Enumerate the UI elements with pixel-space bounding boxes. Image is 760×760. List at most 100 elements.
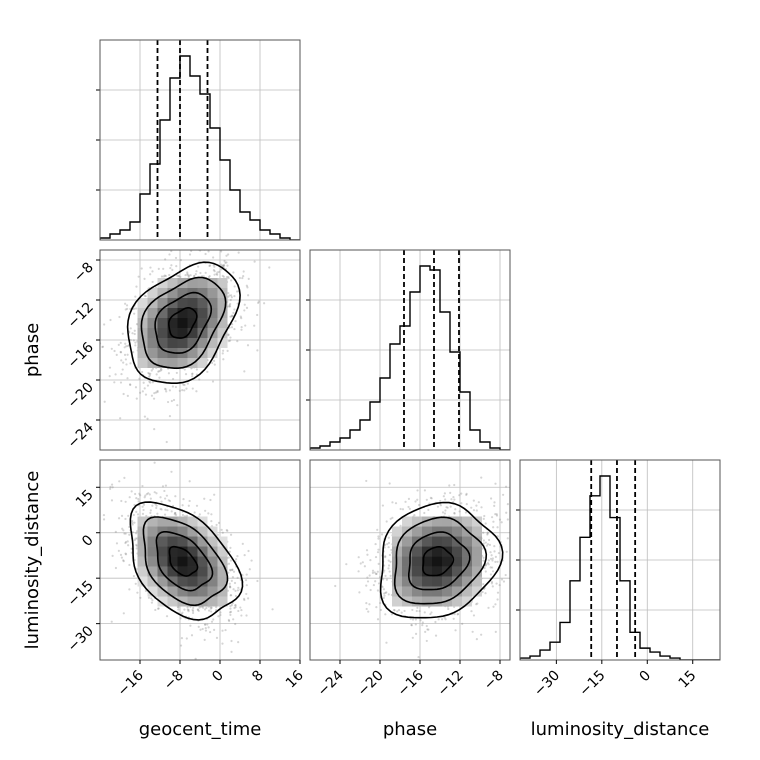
scatter-point — [169, 266, 172, 270]
density-cell — [177, 516, 188, 527]
density-cell — [207, 546, 218, 557]
scatter-point — [131, 519, 134, 523]
scatter-point — [216, 273, 219, 276]
scatter-point — [377, 548, 380, 551]
scatter-point — [160, 368, 163, 371]
density-cell — [137, 516, 148, 527]
density-cell — [137, 566, 148, 577]
scatter-point — [495, 514, 499, 517]
density-cell — [137, 338, 148, 348]
scatter-point — [492, 520, 495, 523]
scatter-point — [369, 588, 372, 592]
density-cell — [167, 278, 178, 288]
scatter-point — [135, 510, 138, 513]
scatter-point — [215, 606, 218, 609]
scatter-point — [386, 542, 389, 546]
density-cell — [412, 546, 422, 557]
scatter-point — [222, 275, 225, 278]
density-cell — [217, 308, 228, 318]
scatter-point — [110, 347, 113, 350]
scatter-point — [506, 537, 509, 540]
density-cell — [137, 576, 148, 587]
scatter-point — [495, 582, 498, 585]
scatter-point — [227, 277, 230, 280]
scatter-point — [101, 345, 105, 348]
scatter-point — [157, 267, 160, 270]
scatter-point — [256, 349, 259, 352]
scatter-point — [111, 554, 114, 557]
scatter-point — [379, 575, 382, 579]
scatter-point — [416, 498, 419, 501]
scatter-point — [175, 274, 178, 277]
scatter-point — [430, 611, 433, 614]
scatter-point — [444, 509, 447, 512]
scatter-point — [482, 559, 485, 562]
scatter-point — [132, 574, 136, 578]
scatter-point — [134, 582, 137, 585]
scatter-point — [413, 513, 416, 517]
scatter-point — [239, 606, 242, 609]
scatter-point — [494, 482, 497, 485]
density-cell — [207, 318, 218, 328]
density-cell — [177, 318, 188, 328]
scatter-point — [236, 589, 240, 592]
scatter-point — [225, 528, 228, 532]
scatter-point — [156, 512, 159, 515]
scatter-point — [204, 252, 207, 256]
density-cell — [137, 308, 148, 318]
scatter-point — [188, 480, 191, 483]
density-cell — [197, 576, 208, 587]
density-cell — [402, 566, 412, 577]
density-cell — [432, 596, 442, 607]
scatter-point — [376, 570, 379, 573]
scatter-point — [235, 558, 238, 561]
density-cell — [197, 526, 208, 537]
scatter-point — [212, 618, 215, 621]
scatter-point — [122, 559, 125, 562]
scatter-point — [133, 329, 136, 332]
scatter-point — [171, 377, 175, 381]
scatter-point — [472, 509, 476, 512]
scatter-point — [156, 390, 159, 394]
scatter-point — [207, 276, 210, 279]
scatter-point — [366, 553, 369, 556]
scatter-point — [184, 273, 187, 277]
scatter-point — [119, 381, 123, 384]
scatter-point — [122, 560, 125, 563]
scatter-point — [475, 509, 478, 512]
density-cell — [392, 596, 402, 607]
scatter-point — [368, 574, 371, 577]
scatter-point — [256, 313, 259, 317]
scatter-point — [166, 400, 170, 404]
scatter-point — [384, 613, 387, 616]
scatter-point — [145, 493, 148, 496]
scatter-point — [180, 637, 184, 640]
scatter-point — [376, 528, 379, 531]
scatter-point — [126, 377, 129, 380]
scatter-point — [457, 612, 460, 616]
scatter-point — [145, 514, 148, 518]
density-cell — [157, 278, 168, 288]
scatter-point — [425, 624, 428, 628]
scatter-point — [471, 630, 474, 633]
histogram-steps-geocent_time — [100, 55, 300, 240]
scatter-point — [496, 535, 499, 538]
scatter-point — [234, 606, 237, 609]
scatter-point — [133, 312, 136, 315]
scatter-point — [228, 550, 231, 553]
scatter-point — [203, 497, 206, 500]
scatter-point — [234, 594, 238, 598]
density-cell — [177, 308, 188, 318]
scatter-point — [389, 517, 392, 520]
scatter-point — [394, 502, 398, 505]
scatter-point — [491, 566, 494, 569]
scatter-point — [121, 527, 124, 530]
scatter-point — [147, 492, 150, 495]
density-cell — [442, 536, 452, 547]
scatter-point — [506, 518, 509, 521]
density-cell — [167, 586, 178, 597]
scatter-point — [138, 377, 141, 380]
density-cell — [187, 278, 198, 288]
scatter-point — [124, 302, 127, 305]
scatter-point — [229, 585, 232, 589]
